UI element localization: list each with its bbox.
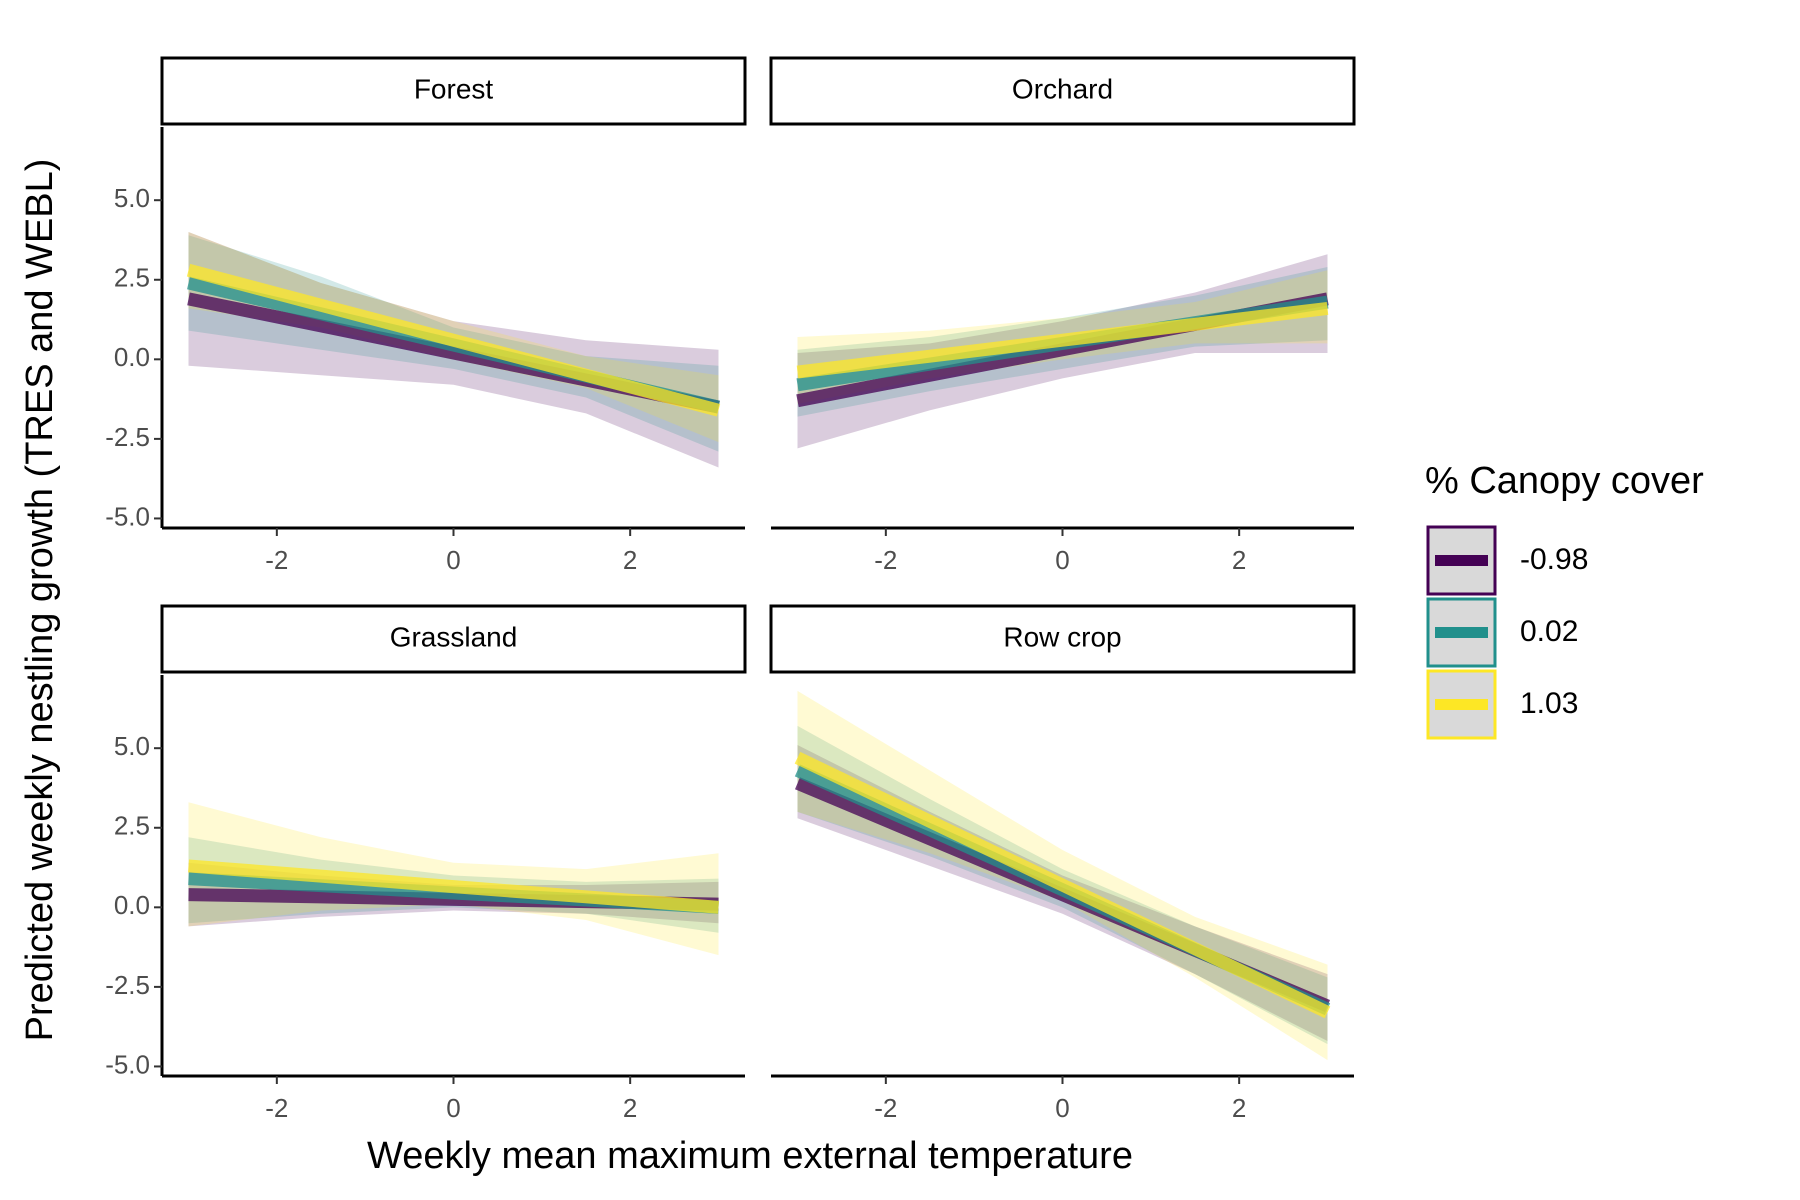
facet-label: Row crop (1003, 621, 1121, 652)
x-tick-label: -2 (265, 545, 288, 575)
y-tick-label: 0.0 (114, 890, 150, 920)
facet-strip (769, 604, 1356, 674)
y-tick-label: 5.0 (114, 731, 150, 761)
y-axis-title: Predicted weekly nestling growth (TRES a… (19, 159, 61, 1042)
confidence-ribbon (188, 802, 719, 956)
facet-label: Grassland (390, 621, 518, 652)
y-tick-label: -2.5 (105, 970, 150, 1000)
facet-strip (160, 56, 747, 126)
facet-strip (160, 604, 747, 674)
trend-line (794, 751, 1331, 1019)
x-tick-label: 2 (1232, 545, 1246, 575)
legend-label: -0.98 (1520, 543, 1588, 576)
x-tick-label: 0 (1055, 1093, 1069, 1123)
x-tick-label: -2 (265, 1093, 288, 1123)
trend-line (796, 301, 1329, 379)
y-tick-label: 0.0 (114, 342, 150, 372)
trend-line (186, 263, 721, 417)
legend-label: 1.03 (1520, 687, 1578, 720)
confidence-ribbon (797, 690, 1328, 1061)
x-axis-title: Weekly mean maximum external temperature (367, 1135, 1133, 1177)
x-tick-label: 0 (446, 1093, 460, 1123)
x-tick-label: 2 (623, 545, 637, 575)
y-tick-label: -2.5 (105, 422, 150, 452)
x-tick-label: 2 (1232, 1093, 1246, 1123)
x-tick-label: 0 (446, 545, 460, 575)
facet-label: Forest (414, 73, 494, 104)
legend-label: 0.02 (1520, 615, 1578, 648)
plot-area (188, 802, 720, 956)
plot-area (794, 690, 1331, 1061)
y-tick-label: -5.0 (105, 1049, 150, 1079)
x-tick-label: -2 (874, 545, 897, 575)
y-tick-label: 5.0 (114, 183, 150, 213)
plot-area (796, 254, 1329, 449)
x-tick-label: 0 (1055, 545, 1069, 575)
x-tick-label: 2 (623, 1093, 637, 1123)
plot-area (186, 232, 721, 468)
trend-line (188, 859, 720, 914)
facet-strip (769, 56, 1356, 126)
legend-title: % Canopy cover (1425, 460, 1704, 502)
y-tick-label: 2.5 (114, 263, 150, 293)
facet-label: Orchard (1012, 73, 1113, 104)
x-tick-label: -2 (874, 1093, 897, 1123)
y-tick-label: 2.5 (114, 811, 150, 841)
y-tick-label: -5.0 (105, 501, 150, 531)
